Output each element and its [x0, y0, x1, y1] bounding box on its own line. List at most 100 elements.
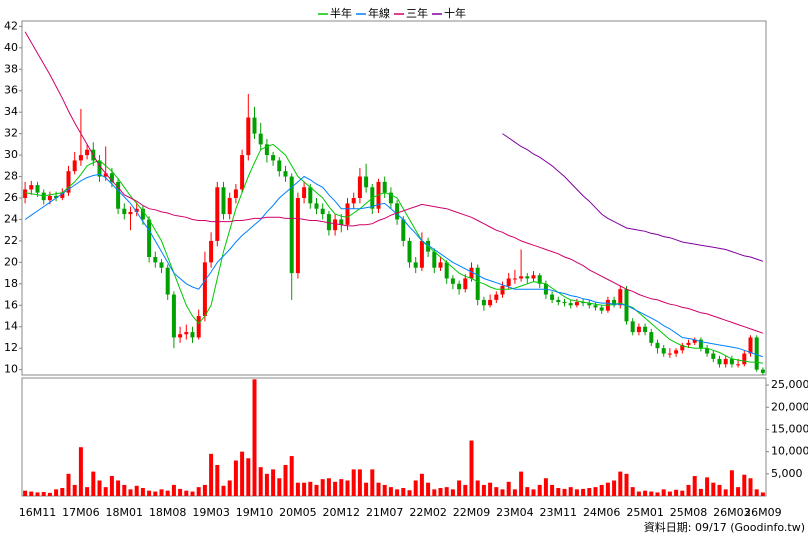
candle-body	[29, 185, 34, 190]
candle-body	[60, 192, 65, 198]
candle-body	[78, 155, 83, 161]
candle-body	[680, 344, 685, 351]
candle-body	[432, 251, 437, 268]
candle-body	[339, 219, 344, 225]
candle-body	[184, 332, 189, 335]
volume-bar	[326, 478, 331, 496]
y-tick-label: 18	[4, 277, 18, 290]
volume-bar	[376, 482, 381, 496]
x-tick-label: 21M07	[366, 506, 404, 519]
volume-bar	[171, 484, 176, 496]
candle-body	[388, 192, 393, 204]
volume-bar	[364, 482, 369, 496]
volume-bar	[537, 484, 542, 496]
candle-body	[23, 189, 28, 198]
volume-bar	[277, 478, 282, 496]
y-tick-label: 24	[4, 212, 18, 225]
candle-body	[295, 198, 300, 274]
y-tick-label: 34	[4, 105, 18, 118]
candle-body	[209, 240, 214, 263]
candle-body	[66, 171, 71, 193]
candle-body	[574, 302, 579, 306]
volume-bar	[134, 485, 139, 496]
candle-body	[364, 176, 369, 188]
volume-bar	[742, 474, 747, 496]
candle-body	[649, 332, 654, 343]
candle-body	[531, 275, 536, 279]
candle-body	[153, 257, 158, 263]
candle-body	[159, 262, 164, 268]
y-tick-label: 26	[4, 191, 18, 204]
candle-body	[395, 203, 400, 220]
volume-bar	[729, 470, 734, 496]
volume-bar	[407, 490, 412, 496]
y-tick-label: 10	[4, 363, 18, 376]
candle-body	[562, 302, 567, 304]
volume-bar	[29, 491, 34, 496]
volume-tick-label: 25,000	[771, 378, 808, 391]
candle-body	[116, 181, 121, 209]
x-tick-label: 16M11	[19, 506, 57, 519]
ma-line	[502, 133, 764, 262]
candle-body	[308, 187, 313, 204]
y-tick-label: 36	[4, 84, 18, 97]
volume-bar	[643, 490, 648, 496]
volume-bar	[54, 489, 59, 496]
volume-tick-label: 5,000	[771, 467, 803, 480]
volume-bar	[463, 484, 468, 496]
candle-body	[413, 262, 418, 268]
volume-bar	[401, 488, 406, 496]
volume-bar	[333, 481, 338, 496]
candle-body	[215, 187, 220, 241]
volume-bar	[450, 489, 455, 496]
candle-body	[47, 195, 52, 201]
candle-body	[122, 208, 127, 215]
volume-bar	[475, 480, 480, 496]
volume-bar	[457, 480, 462, 496]
volume-bar	[190, 491, 195, 496]
volume-bar	[550, 484, 555, 496]
candle-body	[661, 348, 666, 354]
legend-label: 十年	[444, 6, 466, 20]
candle-body	[227, 198, 232, 215]
x-tick-label: 24M06	[583, 506, 621, 519]
volume-bar	[339, 479, 344, 496]
candle-body	[85, 149, 90, 156]
y-tick-label: 42	[4, 19, 18, 32]
volume-bar	[543, 478, 548, 496]
candle-body	[525, 276, 530, 279]
candle-body	[97, 160, 102, 177]
volume-bar	[221, 485, 226, 496]
volume-bar	[581, 488, 586, 496]
candle-body	[134, 208, 139, 212]
volume-bar	[605, 482, 610, 496]
candle-body	[258, 133, 263, 145]
volume-bar	[308, 481, 313, 496]
volume-bar	[388, 487, 393, 496]
candle-body	[506, 278, 511, 286]
candle-body	[500, 285, 505, 295]
volume-bar	[159, 489, 164, 496]
y-tick-label: 14	[4, 320, 18, 333]
volume-bar	[345, 480, 350, 496]
candle-body	[717, 358, 722, 365]
candle-body	[326, 214, 331, 231]
volume-bar	[562, 488, 567, 496]
candle-body	[283, 171, 288, 177]
candle-body	[643, 326, 648, 333]
candle-body	[729, 358, 734, 365]
candle-body	[345, 203, 350, 225]
volume-bar	[264, 473, 269, 496]
candle-body	[630, 321, 635, 333]
price-panel	[21, 20, 767, 376]
volume-bar	[246, 458, 251, 496]
volume-bar	[252, 379, 257, 496]
candle-body	[537, 275, 542, 284]
candle-body	[438, 262, 443, 268]
candle-body	[109, 173, 114, 182]
volume-bar	[233, 460, 238, 496]
candle-body	[494, 294, 499, 300]
candle-body	[264, 144, 269, 156]
volume-bar	[748, 478, 753, 496]
volume-bar	[438, 488, 443, 496]
